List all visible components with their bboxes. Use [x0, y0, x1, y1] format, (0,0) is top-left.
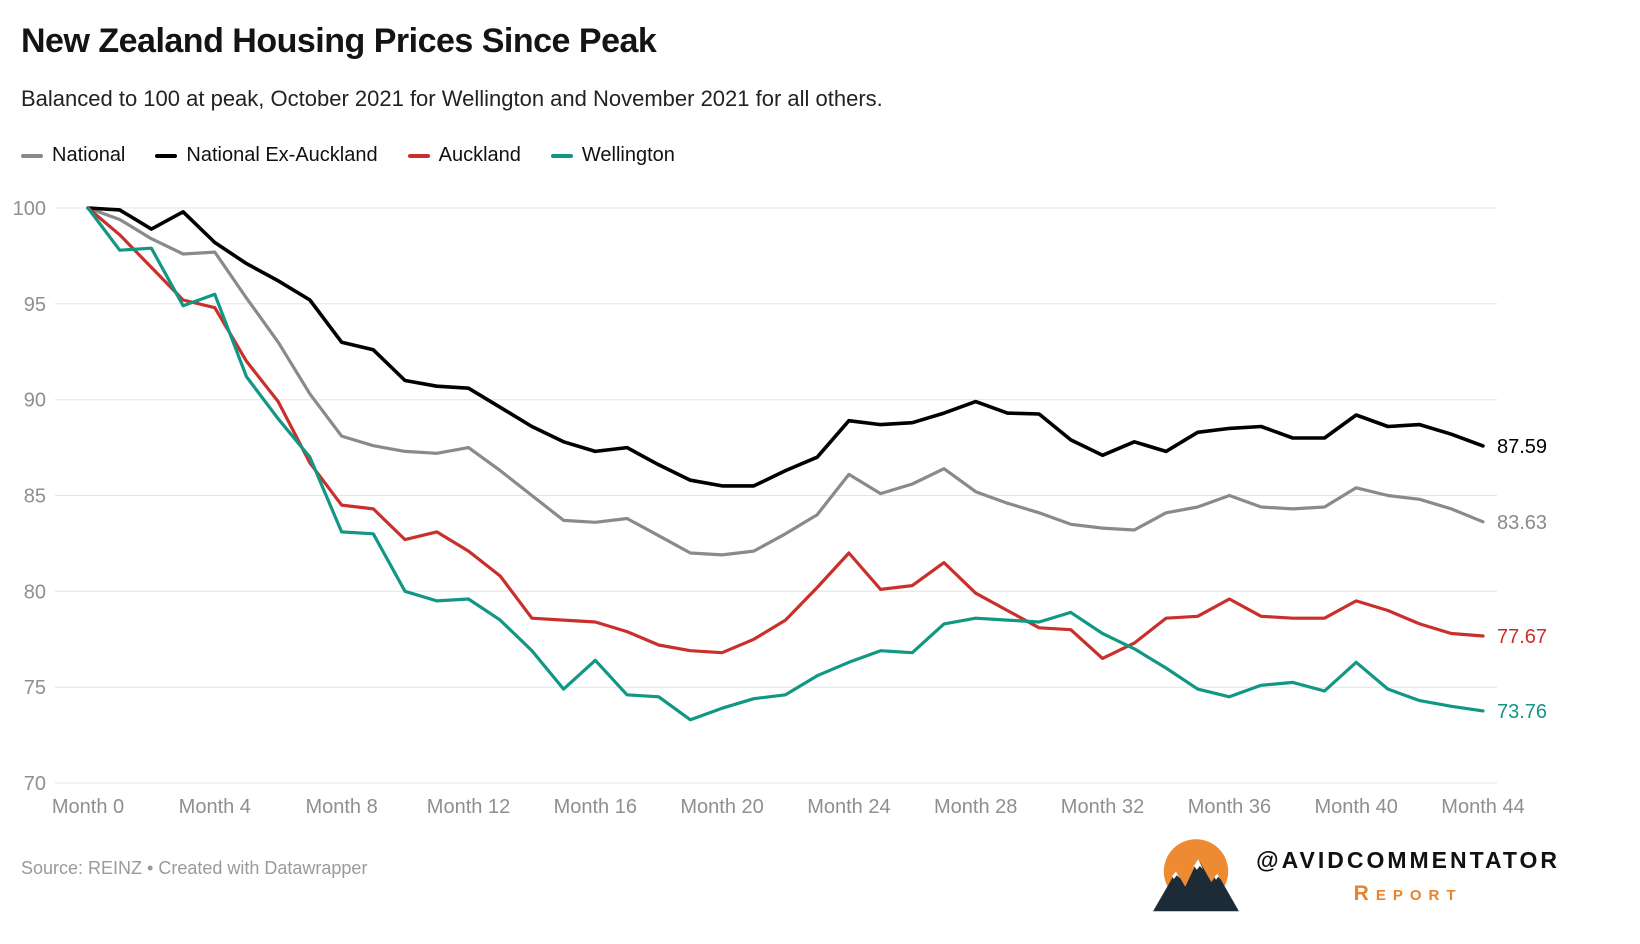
x-tick-label: Month 44 — [1441, 796, 1524, 818]
x-tick-label: Month 28 — [934, 796, 1017, 818]
x-tick-label: Month 36 — [1188, 796, 1271, 818]
legend-label: Wellington — [581, 144, 675, 166]
x-tick-label: Month 16 — [554, 796, 637, 818]
legend-label: National — [52, 144, 126, 166]
series-end-label-auckland: 77.67 — [1497, 626, 1547, 648]
y-tick-label: 85 — [24, 486, 46, 508]
legend-label: Auckland — [438, 144, 521, 166]
y-tick-label: 100 — [13, 198, 46, 220]
brand-text: @AVIDCOMMENTATOR Report — [1256, 847, 1560, 906]
x-tick-label: Month 8 — [305, 796, 377, 818]
x-tick-label: Month 0 — [52, 796, 124, 818]
series-end-label-national-ex-auckland: 87.59 — [1497, 436, 1547, 458]
page-title: New Zealand Housing Prices Since Peak — [21, 22, 657, 60]
legend-item-national: National — [21, 144, 125, 167]
y-tick-label: 80 — [24, 581, 46, 603]
y-tick-label: 90 — [24, 390, 46, 412]
legend-item-wellington: Wellington — [550, 144, 675, 167]
x-tick-label: Month 24 — [807, 796, 890, 818]
y-tick-label: 75 — [24, 677, 46, 699]
series-end-label-wellington: 73.76 — [1497, 701, 1547, 723]
x-tick-label: Month 32 — [1061, 796, 1144, 818]
legend-swatch-wellington — [550, 153, 573, 158]
y-tick-label: 70 — [24, 773, 46, 795]
series-line-national — [86, 206, 1485, 557]
brand-subtitle: Report — [1353, 881, 1463, 905]
x-tick-label: Month 12 — [427, 796, 510, 818]
legend-item-national-ex-auckland: National Ex-Auckland — [155, 144, 378, 167]
legend: National National Ex-Auckland Auckland Well… — [21, 144, 675, 167]
source-attribution: Source: REINZ • Created with Datawrapper — [21, 858, 368, 878]
y-tick-label: 95 — [24, 294, 46, 316]
legend-item-auckland: Auckland — [407, 144, 521, 167]
mountain-logo-icon — [1153, 839, 1240, 912]
x-tick-label: Month 40 — [1315, 796, 1398, 818]
legend-label: National Ex-Auckland — [186, 144, 378, 166]
brand-block: @AVIDCOMMENTATOR Report — [1150, 836, 1560, 916]
series-line-auckland — [86, 206, 1485, 661]
series-line-national-ex-auckland — [86, 206, 1485, 488]
legend-swatch-auckland — [407, 153, 430, 158]
x-tick-label: Month 20 — [680, 796, 763, 818]
series-end-label-national: 83.63 — [1497, 512, 1547, 534]
series-line-wellington — [86, 206, 1485, 722]
brand-handle: @AVIDCOMMENTATOR — [1256, 846, 1560, 873]
legend-swatch-national — [21, 153, 43, 158]
chart-subtitle: Balanced to 100 at peak, October 2021 fo… — [21, 86, 883, 111]
legend-swatch-national-ex-auckland — [155, 153, 178, 158]
x-tick-label: Month 4 — [179, 796, 251, 818]
